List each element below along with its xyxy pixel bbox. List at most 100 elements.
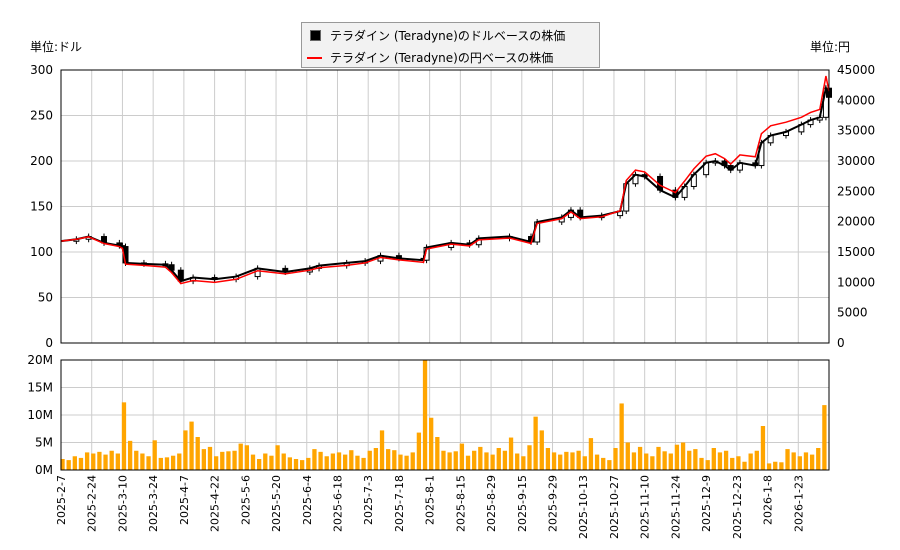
volume-bar [244,445,250,470]
x-tick-label: 2025-6-4 [301,475,314,525]
legend-jpy-label: テラダイン (Teradyne)の円ベースの株価 [330,51,554,65]
volume-bar [748,453,753,470]
candle [475,237,482,246]
y-left-tick-label: 100 [30,245,53,259]
candle [782,131,789,137]
volume-bar [422,360,428,470]
x-tick-label: 2025-2-7 [55,475,68,525]
candle [233,276,240,280]
volume-bar [570,452,575,470]
y-left-tick-label: 0 [45,336,53,350]
volume-bar [300,460,305,470]
x-tick-label: 2025-3-10 [116,475,129,532]
volume-bar [558,454,563,470]
volume-bar [674,444,680,470]
volume-bar [644,453,649,470]
candle [254,267,261,278]
volume-bar [134,450,139,470]
volume-bar [91,453,96,470]
candle [598,215,605,219]
volume-bar [330,453,336,470]
candle [681,185,688,198]
volume-bar [797,456,802,470]
volume-bar [545,448,551,470]
x-tick-label: 2026-1-8 [762,475,775,525]
volume-bar [760,426,766,470]
volume-bar [109,450,114,470]
volume-bar [115,453,120,470]
candle [632,174,639,185]
x-tick-label: 2025-4-7 [178,475,191,525]
volume-bar [127,440,133,470]
volume-bar [508,437,514,470]
y-right-tick-label: 35000 [837,124,875,138]
volume-bar [306,457,311,470]
x-tick-label: 2025-10-13 [577,475,590,539]
volume-bar [779,462,784,470]
volume-bar [490,454,495,470]
volume-bar [189,421,194,470]
x-tick-label: 2025-11-24 [669,475,682,539]
volume-bar [416,432,422,470]
volume-bar [312,449,317,470]
candle [282,267,289,273]
volume-bar [220,451,225,470]
candle [162,263,169,267]
candle [377,255,384,262]
volume-bar [705,460,710,470]
volume-bar [256,459,262,470]
volume-bar [631,452,637,470]
volume-tick-label: 0M [35,463,53,477]
volume-bar [582,456,587,470]
x-tick-label: 2025-5-6 [239,475,252,525]
volume-bar [521,456,526,470]
candle [690,174,697,187]
price-plot-area [61,70,829,343]
candle [119,245,126,249]
volume-bar [343,454,348,470]
x-tick-label: 2025-12-23 [731,475,744,539]
candle [423,246,430,261]
volume-bar [717,452,723,470]
x-tick-label: 2025-11-10 [639,475,652,539]
candle [736,162,743,171]
candle [577,209,584,218]
x-tick-label: 2025-4-22 [209,475,222,532]
volume-bar [429,417,434,470]
candle [672,189,679,198]
volume-bar [367,450,372,470]
volume-bar [250,454,256,470]
volume-bar [680,442,686,470]
volume-bar [754,450,759,470]
volume-bar [213,456,219,470]
volume-bar [361,457,366,470]
candle [395,255,402,259]
volume-bar [392,450,397,470]
candle [140,262,147,266]
volume-bar [564,451,569,470]
y-right-tick-label: 10000 [837,275,875,289]
candle [211,276,218,280]
volume-bar [736,456,741,470]
volume-bar [773,461,778,470]
volume-bar [711,448,716,470]
legend: テラダイン (Teradyne)のドルベースの株価 テラダイン (Teradyn… [301,22,600,68]
volume-bar [177,453,182,470]
volume-tick-label: 15M [27,381,53,395]
volume-bar [527,445,532,470]
volume-bar [226,451,231,470]
candle [567,209,574,218]
volume-bar [650,456,655,470]
x-tick-label: 2025-5-20 [270,475,283,532]
volume-bar [723,450,729,470]
volume-bar [72,456,77,470]
volume-bar [183,430,188,470]
x-tick-label: 2025-7-18 [393,475,406,532]
volume-tick-label: 20M [27,353,53,367]
x-tick-label: 2025-12-9 [700,475,713,532]
y-right-tick-label: 20000 [837,215,875,229]
candle [703,162,710,176]
volume-bar [232,450,237,470]
volume-bar [588,438,594,470]
candle [306,267,313,273]
